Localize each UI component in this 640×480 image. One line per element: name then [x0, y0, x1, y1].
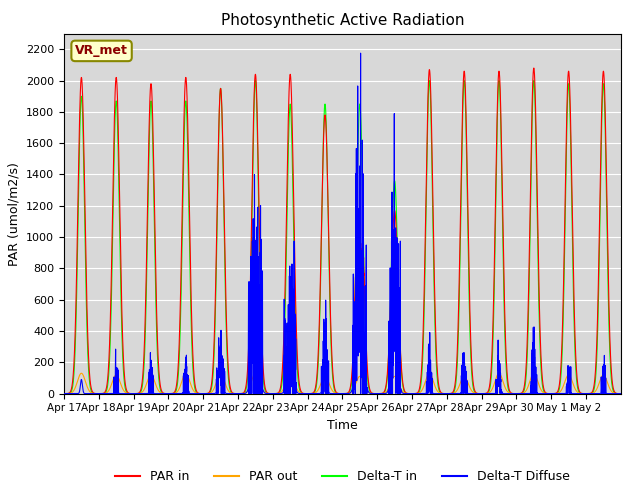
Y-axis label: PAR (umol/m2/s): PAR (umol/m2/s): [8, 162, 20, 265]
X-axis label: Time: Time: [327, 419, 358, 432]
Legend: PAR in, PAR out, Delta-T in, Delta-T Diffuse: PAR in, PAR out, Delta-T in, Delta-T Dif…: [109, 465, 575, 480]
Text: VR_met: VR_met: [75, 44, 128, 58]
Title: Photosynthetic Active Radiation: Photosynthetic Active Radiation: [221, 13, 464, 28]
